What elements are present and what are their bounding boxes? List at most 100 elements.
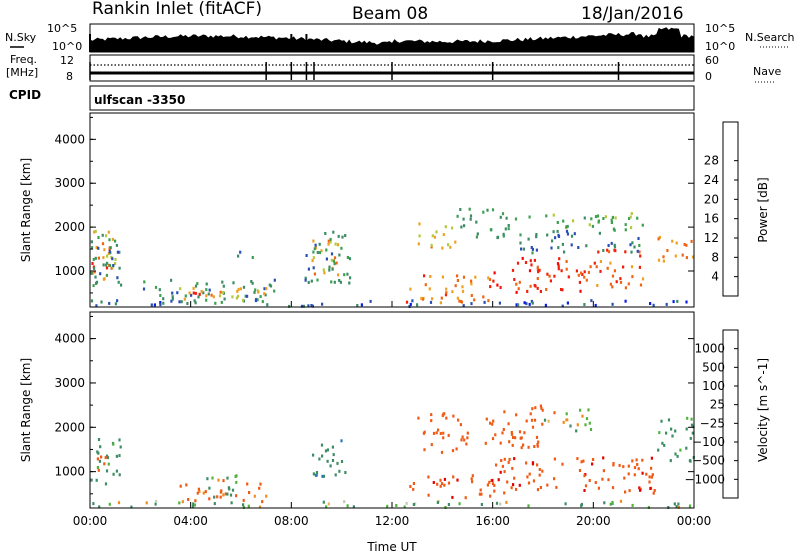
heatmap-cell — [266, 303, 269, 307]
heatmap-cell — [688, 459, 691, 463]
power-panel: 1000 2000 3000 4000 Slant Range [km] — [19, 112, 695, 308]
heatmap-cell — [587, 408, 590, 412]
heatmap-cell — [685, 256, 688, 260]
heatmap-cell — [499, 215, 502, 219]
heatmap-cell — [561, 462, 564, 466]
heatmap-cell — [560, 269, 563, 273]
heatmap-cell — [205, 298, 208, 302]
heatmap-cell — [514, 217, 518, 221]
heatmap-cell — [506, 480, 509, 484]
heatmap-cell — [414, 502, 417, 506]
heatmap-cell — [436, 501, 439, 504]
heatmap-cell — [581, 414, 584, 418]
heatmap-cell — [500, 459, 503, 462]
freq-label-2: [MHz] — [6, 66, 38, 79]
cpid-panel — [89, 85, 695, 111]
heatmap-cell — [546, 483, 549, 487]
heatmap-cell — [641, 223, 644, 227]
heatmap-cell — [312, 453, 315, 457]
nave-tick-bottom: 0 — [705, 70, 712, 83]
heatmap-cell — [423, 274, 426, 278]
heatmap-cell — [222, 284, 225, 288]
heatmap-cell — [582, 459, 585, 463]
heatmap-cell — [98, 505, 101, 509]
heatmap-cell — [489, 494, 492, 498]
heatmap-cell — [636, 216, 639, 220]
heatmap-cell — [598, 231, 601, 235]
heatmap-cell — [449, 245, 452, 249]
heatmap-cell — [658, 431, 661, 435]
heatmap-cell — [170, 278, 173, 282]
heatmap-cell — [96, 466, 99, 469]
heatmap-cell — [470, 282, 473, 286]
heatmap-cell — [507, 227, 510, 231]
heatmap-cell — [322, 268, 325, 272]
y-tick-label: 3000 — [54, 176, 85, 190]
heatmap-cell — [224, 492, 227, 496]
heatmap-cell — [636, 249, 639, 253]
heatmap-cell — [567, 275, 570, 279]
heatmap-cell — [247, 504, 250, 508]
date-title: 18/Jan/2016 — [581, 4, 684, 24]
heatmap-cell — [520, 446, 523, 450]
heatmap-cell — [105, 266, 109, 270]
heatmap-cell — [154, 502, 157, 506]
heatmap-cell — [265, 287, 268, 291]
heatmap-cell — [691, 431, 694, 435]
heatmap-cell — [558, 257, 561, 261]
heatmap-cell — [522, 443, 525, 447]
heatmap-cell — [589, 265, 592, 269]
heatmap-cell — [657, 448, 660, 452]
cpid-value: ulfscan -3350 — [94, 93, 185, 107]
velocity-colorbar-tick-label: 100 — [702, 379, 725, 393]
heatmap-cell — [261, 500, 264, 504]
heatmap-cell — [101, 242, 105, 246]
heatmap-cell — [552, 230, 555, 234]
heatmap-cell — [611, 302, 614, 306]
heatmap-cell — [253, 290, 256, 294]
heatmap-cell — [535, 233, 538, 236]
heatmap-cell — [102, 263, 105, 267]
heatmap-cell — [657, 237, 660, 241]
heatmap-cell — [430, 243, 433, 247]
heatmap-cell — [327, 242, 330, 246]
heatmap-cell — [556, 262, 560, 266]
heatmap-cell — [602, 249, 605, 252]
heatmap-cell — [610, 241, 613, 245]
heatmap-cell — [268, 283, 271, 287]
heatmap-cell — [230, 501, 233, 505]
heatmap-cell — [495, 463, 498, 467]
freq-tick-bottom: 8 — [66, 70, 73, 83]
heatmap-cell — [210, 293, 213, 297]
heatmap-cell — [652, 303, 655, 307]
heatmap-cell — [660, 419, 663, 423]
heatmap-cell — [589, 428, 593, 431]
heatmap-cell — [108, 250, 111, 254]
heatmap-cell — [327, 502, 330, 506]
heatmap-cell — [288, 304, 291, 308]
heatmap-cell — [117, 280, 120, 284]
heatmap-cell — [667, 418, 671, 422]
heatmap-cell — [185, 483, 188, 487]
heatmap-cell — [325, 248, 328, 252]
heatmap-cell — [333, 262, 336, 266]
heatmap-cell — [310, 304, 313, 307]
heatmap-cell — [569, 424, 572, 428]
heatmap-cell — [531, 251, 534, 255]
heatmap-cell — [430, 245, 433, 249]
heatmap-cell — [513, 278, 516, 281]
heatmap-cell — [326, 448, 329, 452]
heatmap-cell — [619, 280, 623, 284]
heatmap-cell — [544, 303, 547, 307]
heatmap-cell — [326, 459, 329, 463]
heatmap-cell — [455, 447, 458, 451]
heatmap-cell — [496, 283, 499, 287]
heatmap-cell — [95, 280, 99, 284]
heatmap-cell — [346, 504, 349, 508]
heatmap-cell — [107, 462, 110, 466]
noise-sky-series — [90, 27, 694, 52]
heatmap-cell — [520, 247, 523, 251]
heatmap-cell — [536, 286, 539, 290]
heatmap-cell — [312, 256, 315, 260]
heatmap-cell — [178, 501, 181, 505]
